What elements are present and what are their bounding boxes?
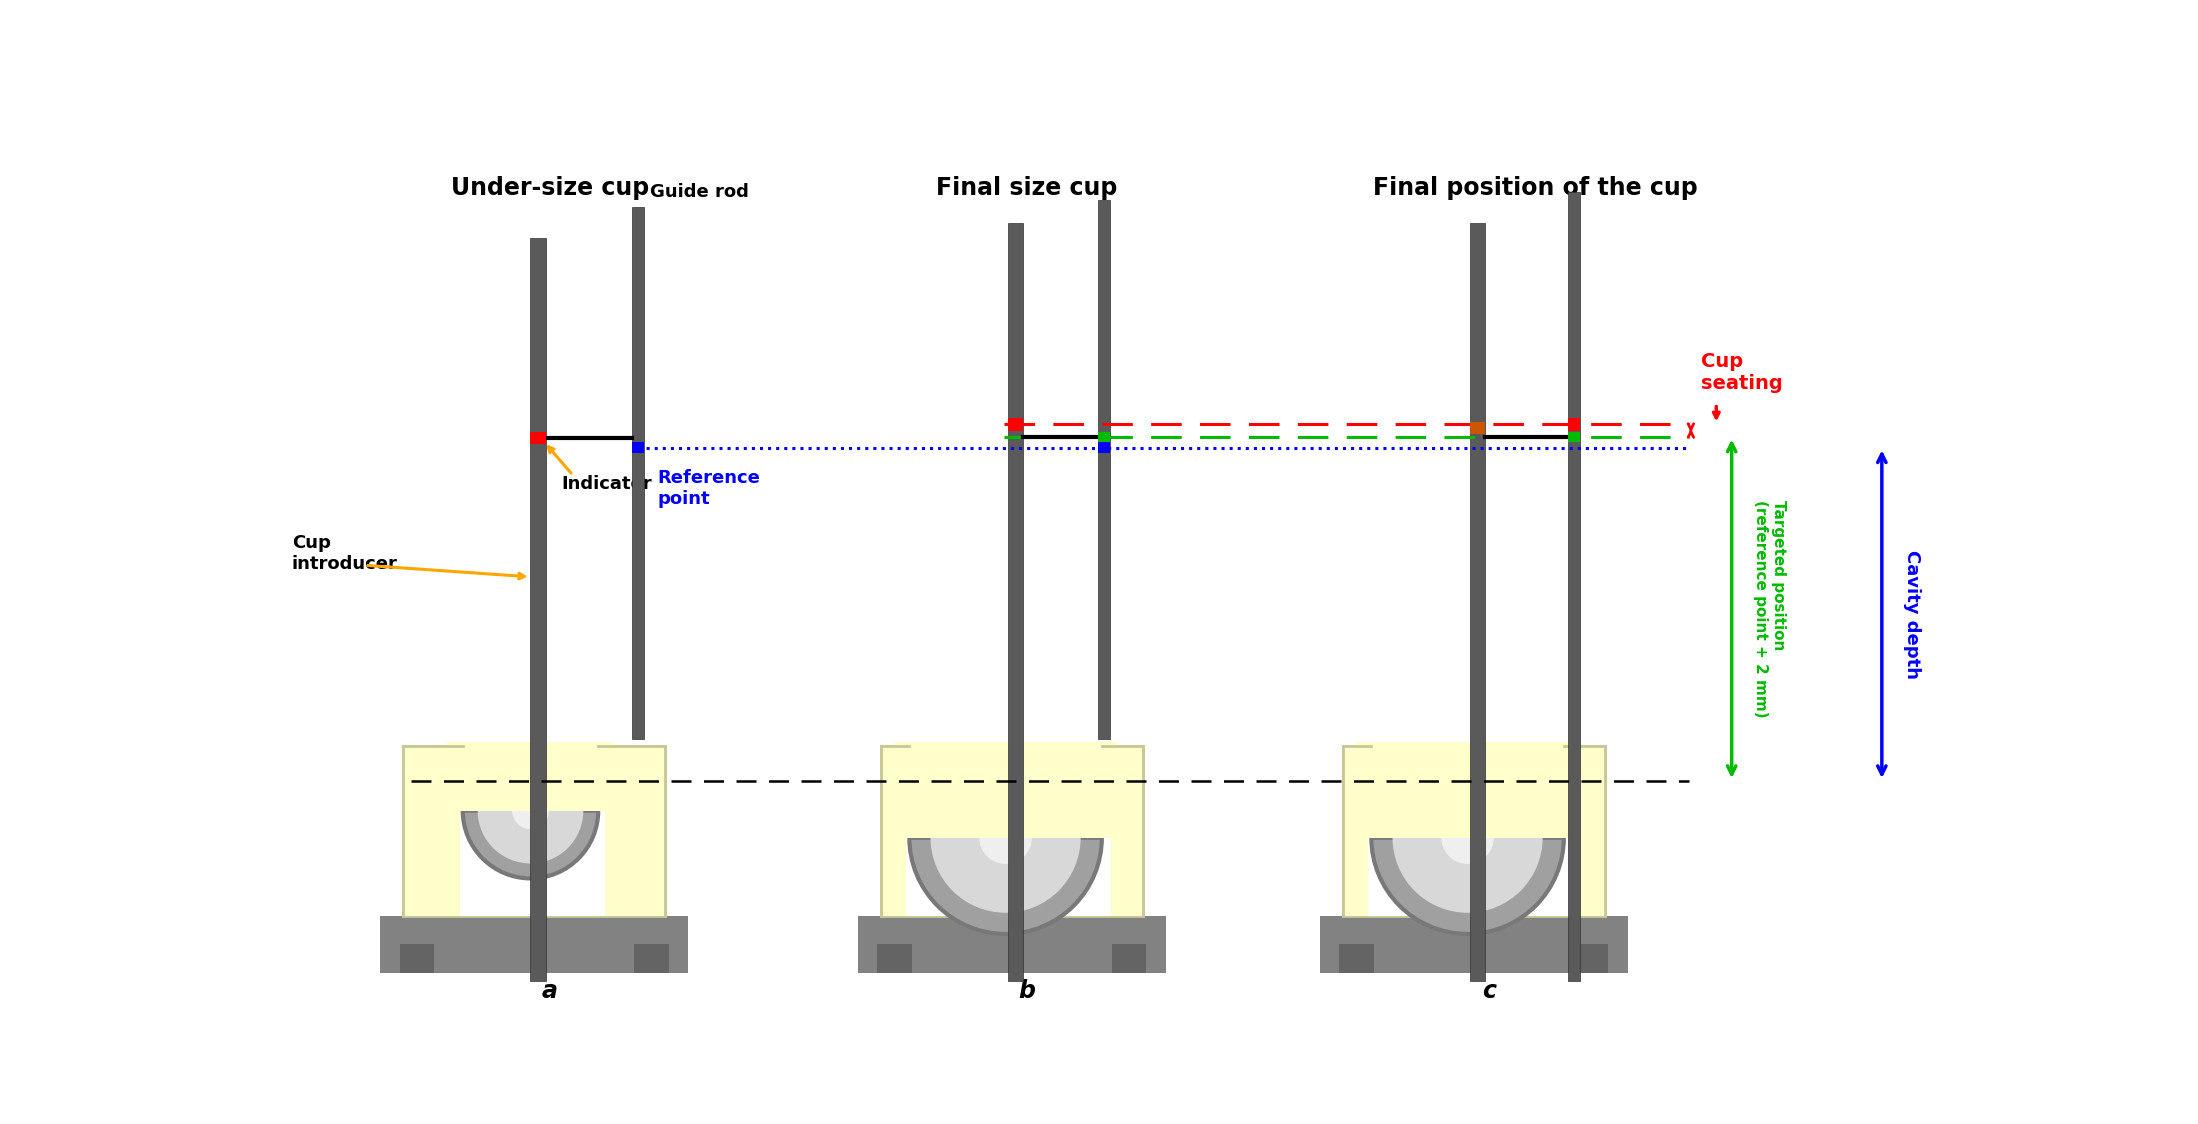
Bar bbox=[633, 443, 644, 453]
Wedge shape bbox=[980, 837, 1031, 864]
Bar bbox=[1339, 944, 1374, 973]
Bar bbox=[1470, 223, 1486, 981]
Text: Guide rod: Guide rod bbox=[651, 183, 750, 201]
Text: Cup
seating: Cup seating bbox=[1701, 352, 1783, 393]
Bar bbox=[881, 746, 1143, 916]
Bar bbox=[530, 432, 545, 444]
Bar bbox=[448, 743, 613, 810]
Bar bbox=[857, 916, 1165, 973]
Bar bbox=[1112, 746, 1143, 916]
Wedge shape bbox=[910, 837, 1101, 934]
Text: Indicator: Indicator bbox=[560, 475, 653, 493]
Text: b: b bbox=[1018, 979, 1035, 1003]
Bar bbox=[895, 743, 1117, 837]
Bar bbox=[1099, 432, 1110, 442]
Bar bbox=[604, 746, 666, 916]
Bar bbox=[400, 944, 435, 973]
Bar bbox=[1567, 418, 1580, 430]
Bar bbox=[404, 746, 666, 916]
Bar bbox=[1343, 746, 1367, 916]
Bar bbox=[1363, 746, 1574, 916]
Bar bbox=[633, 207, 644, 738]
Bar bbox=[1567, 432, 1580, 442]
Wedge shape bbox=[1442, 837, 1495, 864]
Bar bbox=[1099, 200, 1110, 738]
Bar bbox=[635, 944, 668, 973]
Bar bbox=[1009, 223, 1024, 981]
Bar bbox=[1567, 192, 1580, 981]
Bar bbox=[455, 746, 604, 916]
Text: Cavity depth: Cavity depth bbox=[1903, 550, 1921, 679]
Bar bbox=[404, 746, 459, 916]
Text: Under-size cup: Under-size cup bbox=[451, 176, 648, 200]
Bar bbox=[1574, 746, 1605, 916]
Wedge shape bbox=[512, 810, 550, 830]
Wedge shape bbox=[930, 837, 1081, 913]
Text: Reference
point: Reference point bbox=[657, 469, 761, 508]
Text: Targeted position
(reference point + 2 mm): Targeted position (reference point + 2 m… bbox=[1754, 500, 1785, 717]
Bar bbox=[530, 238, 545, 981]
Wedge shape bbox=[477, 810, 582, 863]
Wedge shape bbox=[464, 810, 598, 878]
Text: Final position of the cup: Final position of the cup bbox=[1374, 176, 1697, 200]
Bar bbox=[1470, 423, 1486, 434]
Wedge shape bbox=[1372, 837, 1563, 934]
Text: Cup
introducer: Cup introducer bbox=[292, 534, 398, 573]
Bar bbox=[881, 746, 906, 916]
Text: Final size cup: Final size cup bbox=[936, 176, 1119, 200]
Text: c: c bbox=[1481, 979, 1497, 1003]
Wedge shape bbox=[1394, 837, 1543, 913]
Bar bbox=[1099, 443, 1110, 453]
Bar bbox=[1009, 418, 1024, 430]
Bar bbox=[380, 916, 688, 973]
Bar bbox=[899, 746, 1112, 916]
Bar bbox=[877, 944, 912, 973]
Text: a: a bbox=[541, 979, 558, 1003]
Bar bbox=[1112, 944, 1147, 973]
Bar bbox=[1319, 916, 1629, 973]
Text: PU foam: PU foam bbox=[453, 818, 539, 836]
Bar bbox=[1356, 743, 1578, 837]
Bar bbox=[1343, 746, 1605, 916]
Bar bbox=[1574, 944, 1609, 973]
